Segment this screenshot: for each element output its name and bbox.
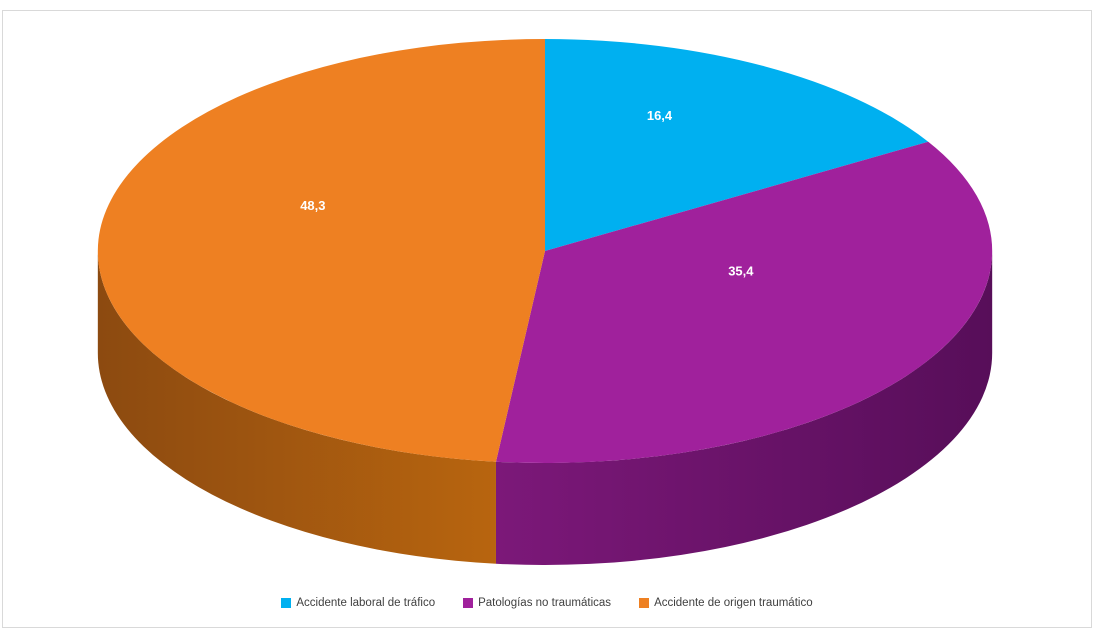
pie-slice-side	[495, 251, 993, 565]
legend-swatch-0	[281, 598, 292, 608]
legend-label-1: Patologías no traumáticas	[478, 597, 612, 609]
legend-label-0: Accidente laboral de tráfico	[296, 597, 436, 609]
pie-slice-side	[97, 251, 496, 564]
legend-label-2: Accidente de origen traumático	[654, 597, 813, 609]
data-label-2: 48,3	[300, 198, 325, 213]
pie-slice-1	[495, 141, 993, 463]
chart-legend: Accidente laboral de tráfico Patologías n…	[3, 597, 1091, 609]
pie-chart: 16,4 35,4 48,3	[97, 39, 993, 565]
pie-slice-2	[97, 39, 546, 462]
legend-item-0: Accidente laboral de tráfico	[281, 597, 435, 609]
legend-item-2: Accidente de origen traumático	[639, 597, 813, 609]
legend-item-1: Patologías no traumáticas	[463, 597, 611, 609]
pie-slice-0	[545, 39, 929, 251]
data-label-1: 35,4	[728, 263, 754, 278]
legend-swatch-2	[639, 598, 650, 608]
chart-area: 16,4 35,4 48,3 Accidente laboral de tráfic…	[2, 10, 1092, 628]
legend-swatch-1	[463, 598, 474, 608]
data-label-0: 16,4	[647, 108, 673, 123]
